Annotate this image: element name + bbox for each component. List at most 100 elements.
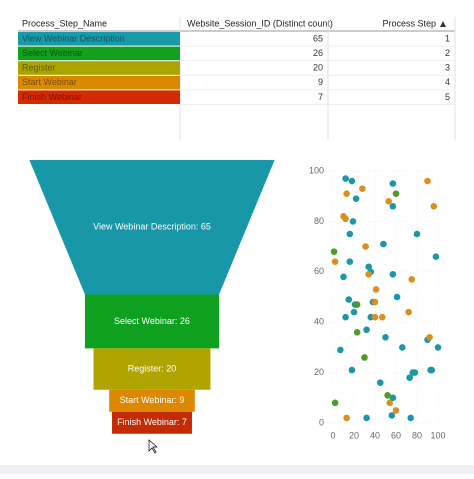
scatter-point <box>337 346 344 354</box>
segment-label: View Webinar Description: 65 <box>93 222 211 232</box>
scatter-point <box>385 197 392 205</box>
scatter-point <box>392 407 400 414</box>
cell-text: 1 <box>445 33 450 43</box>
scatter-point <box>432 253 440 260</box>
scatter-point <box>353 328 361 336</box>
scatter-point <box>384 391 391 399</box>
scatter-point <box>340 273 347 281</box>
scatter-point <box>380 240 387 248</box>
scatter-point <box>424 177 431 185</box>
scatter-point <box>405 308 412 316</box>
x-tick-label: 20 <box>349 430 359 440</box>
column-header[interactable]: Website_Session_ID (Distinct count) <box>187 18 333 28</box>
funnel-segment <box>93 348 211 390</box>
cell-text: Finish Webinar <box>22 92 82 102</box>
cell-text: 3 <box>445 63 450 73</box>
funnel-segment <box>109 389 195 412</box>
scatter-point <box>346 230 354 238</box>
cell-text: Register <box>22 63 56 73</box>
cell-text: View Webinar Description <box>22 33 125 43</box>
name-cell <box>18 32 180 46</box>
scatter-point <box>379 313 386 321</box>
scatter-point <box>359 185 366 192</box>
y-tick-label: 0 <box>319 417 324 427</box>
name-cell <box>18 46 180 61</box>
status-bar <box>0 465 474 474</box>
scatter-point <box>365 271 373 278</box>
x-tick-label: 40 <box>370 430 380 440</box>
x-tick-label: 0 <box>330 430 335 440</box>
x-tick-label: 100 <box>430 430 445 440</box>
funnel-segment <box>29 160 275 295</box>
scatter-point <box>376 379 384 386</box>
y-tick-label: 80 <box>314 216 324 226</box>
scatter-point <box>393 293 401 301</box>
scatter-point <box>392 190 400 197</box>
scatter-point <box>342 215 349 223</box>
name-cell <box>18 90 180 104</box>
scatter-point <box>407 414 415 422</box>
scatter-point <box>343 190 350 197</box>
scatter-point <box>426 334 433 341</box>
scatter-point <box>346 258 354 266</box>
scatter-point <box>371 298 379 306</box>
scatter-point <box>352 195 360 203</box>
scatter-point <box>389 202 397 210</box>
column-header[interactable]: Process Step <box>382 18 436 28</box>
scatter-point <box>386 399 394 407</box>
scatter-point <box>363 326 370 334</box>
scatter-point <box>408 276 416 283</box>
scatter-point <box>389 394 397 402</box>
scatter-point <box>363 414 370 422</box>
scatter-point <box>365 263 373 271</box>
scatter-point <box>411 369 419 376</box>
segment-label: Start Webinar: 9 <box>120 395 185 405</box>
scatter-point <box>345 296 353 303</box>
funnel-segment <box>84 294 220 349</box>
segment-label: Finish Webinar: 7 <box>117 417 187 427</box>
column-header[interactable]: Process_Step_Name <box>22 18 107 28</box>
scatter-point <box>349 218 357 225</box>
y-tick-label: 60 <box>314 266 324 276</box>
y-tick-label: 20 <box>314 367 324 377</box>
scatter-point <box>348 177 356 185</box>
scatter-point <box>330 248 338 255</box>
scatter-point <box>331 399 339 407</box>
cell-text: Select Webinar <box>22 48 83 58</box>
scatter-point <box>399 344 406 351</box>
x-tick-label: 80 <box>412 430 422 440</box>
scatter-point <box>331 258 339 266</box>
scatter-point <box>343 414 350 422</box>
scatter-point <box>361 354 368 361</box>
cell-text: 5 <box>445 92 450 102</box>
scatter-point <box>372 286 380 293</box>
scatter-point <box>427 366 434 374</box>
cell-text: 65 <box>313 33 323 43</box>
scatter-point <box>371 313 379 321</box>
scatter-point <box>389 271 397 278</box>
cell-text: 20 <box>313 63 323 73</box>
scatter-point <box>342 313 349 321</box>
sort-arrow[interactable] <box>440 21 446 27</box>
x-tick-label: 60 <box>391 430 401 440</box>
cell-text: 2 <box>445 48 450 58</box>
cell-text: Start Webinar <box>22 77 77 87</box>
name-cell <box>18 75 180 90</box>
scatter-point <box>389 180 397 187</box>
scatter-point <box>353 301 361 308</box>
scatter-point <box>434 344 442 351</box>
scatter-point <box>406 374 413 381</box>
funnel-segment <box>112 411 192 434</box>
cell-text: 9 <box>318 77 323 87</box>
scatter-point <box>430 202 438 210</box>
scatter-point <box>362 243 369 250</box>
scatter-point <box>388 412 396 419</box>
cursor <box>148 439 158 454</box>
scatter-point <box>382 334 389 341</box>
segment-label: Register: 20 <box>128 363 177 373</box>
cell-text: 7 <box>318 92 323 102</box>
scatter-point <box>342 175 349 182</box>
scatter-point <box>413 230 421 238</box>
scatter-point <box>348 366 356 374</box>
